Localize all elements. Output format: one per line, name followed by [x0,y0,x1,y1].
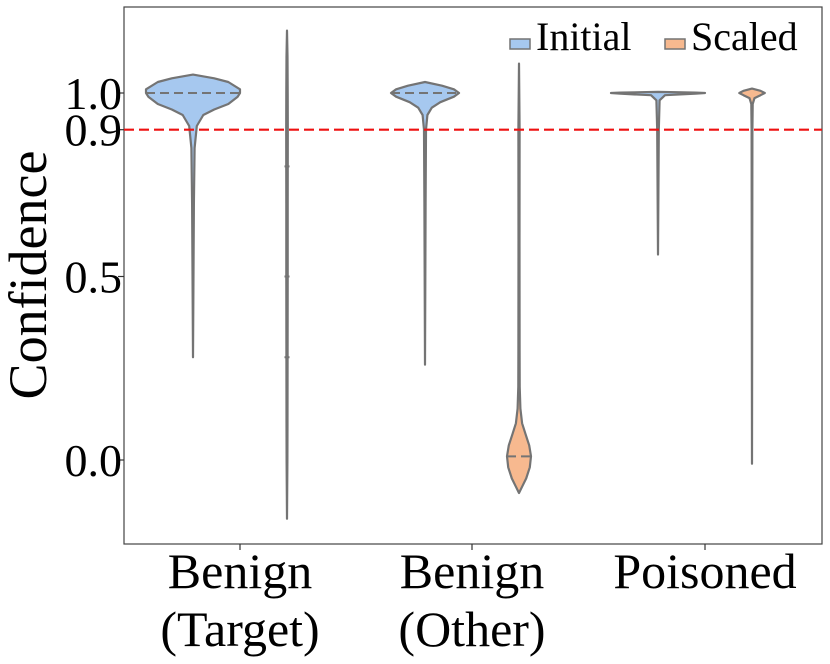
violins [144,29,766,520]
x-tick-label-line2: (Target) [160,601,319,657]
x-tick-label: Benign [168,543,312,599]
legend: Initial Scaled [509,14,798,59]
legend-label-initial: Initial [536,14,632,59]
legend-label-scaled: Scaled [691,14,798,59]
x-axis: Benign(Target)Benign(Other)Poisoned [160,543,796,657]
y-tick-label: 0.9 [65,105,123,156]
y-tick-label: 0.0 [65,435,123,486]
violin-initial-2 [609,90,707,256]
y-axis: 0.0 0.5 0.91.0 [65,68,124,486]
y-tick-label: 0.5 [65,252,123,303]
violin-scaled-1 [505,62,533,495]
legend-swatch-scaled [664,38,686,50]
x-tick-label-line2: (Other) [398,601,545,657]
violin-initial-0 [144,73,242,359]
plot-frame [123,6,823,545]
y-tick-label: 1.0 [65,68,123,119]
violin-initial-1 [389,80,461,366]
violin-scaled-2 [738,87,766,465]
violin-scaled-0 [285,29,289,520]
y-axis-label: Confidence [0,151,58,400]
x-tick-label: Poisoned [613,543,796,599]
legend-swatch-initial [509,38,531,50]
x-tick-label: Benign [400,543,544,599]
